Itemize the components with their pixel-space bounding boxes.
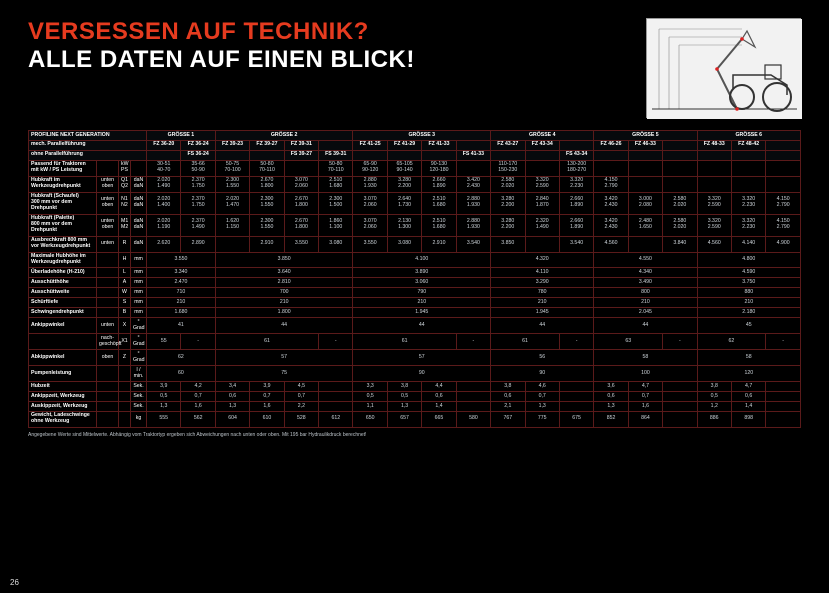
dimension-diagram [646, 18, 801, 118]
footnote: Angegebene Werte sind Mittelwerte. Abhän… [28, 432, 801, 439]
title-line-2: ALLE DATEN AUF EINEN BLICK! [28, 46, 415, 74]
spec-table: PROFILINE NEXT GENERATIONGRÖSSE 1GRÖSSE … [28, 130, 801, 428]
title-block: VERSESSEN AUF TECHNIK? ALLE DATEN AUF EI… [28, 18, 415, 74]
title-line-1: VERSESSEN AUF TECHNIK? [28, 18, 415, 46]
page-number: 26 [10, 578, 19, 587]
